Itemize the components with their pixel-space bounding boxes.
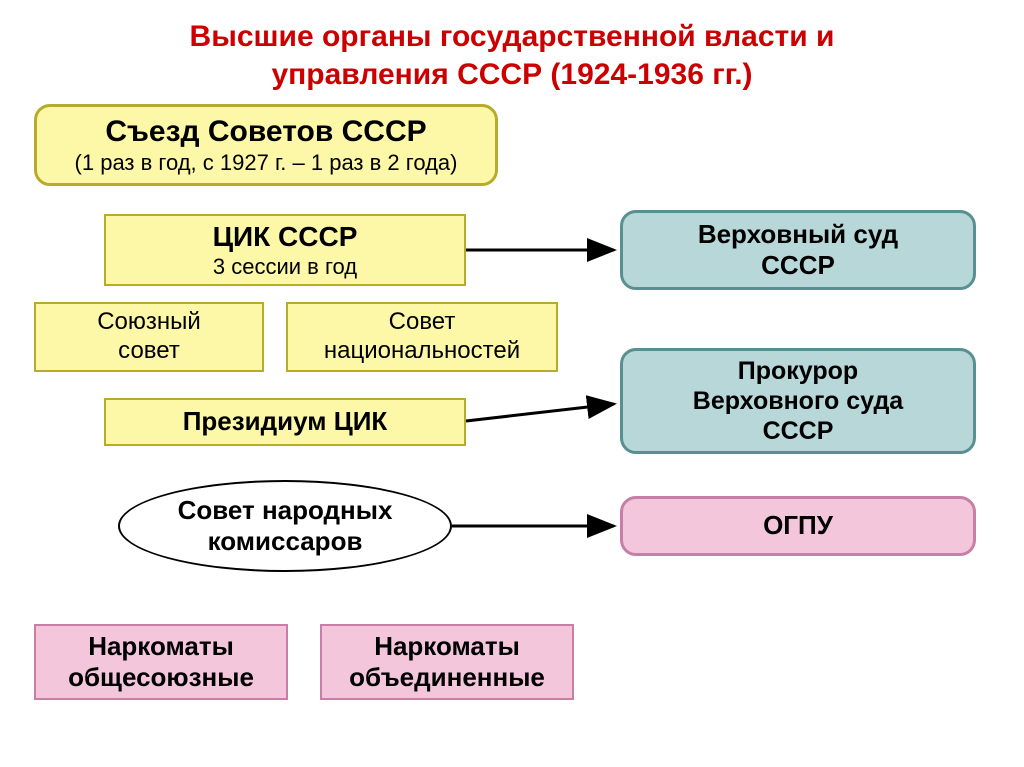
node-congress: Съезд Советов СССР (1 раз в год, с 1927 …	[34, 104, 498, 186]
cik-sub: 3 сессии в год	[213, 254, 357, 280]
title-line2: управления СССР (1924-1936 гг.)	[271, 58, 752, 91]
node-presidium: Президиум ЦИК	[104, 398, 466, 446]
sovnarkom-l2: комиссаров	[208, 526, 363, 557]
prosecutor-l1: Прокурор	[738, 356, 858, 386]
node-narkomat-joint: Наркоматы объединенные	[320, 624, 574, 700]
congress-sub: (1 раз в год, с 1927 г. – 1 раз в 2 года…	[75, 150, 458, 176]
node-ogpu: ОГПУ	[620, 496, 976, 556]
narkomat-union-l2: общесоюзные	[68, 662, 254, 693]
node-union-council: Союзный совет	[34, 302, 264, 372]
node-sovnarkom: Совет народных комиссаров	[118, 480, 452, 572]
narkomat-union-l1: Наркоматы	[88, 631, 234, 662]
sovnarkom-l1: Совет народных	[178, 495, 393, 526]
union-council-l2: совет	[118, 337, 180, 366]
ogpu-title: ОГПУ	[763, 510, 833, 541]
node-cik: ЦИК СССР 3 сессии в год	[104, 214, 466, 286]
node-prosecutor: Прокурор Верховного суда СССР	[620, 348, 976, 454]
nat-council-l2: национальностей	[324, 337, 520, 366]
nat-council-l1: Совет	[389, 308, 456, 337]
presidium-title: Президиум ЦИК	[183, 406, 388, 437]
node-narkomat-union: Наркоматы общесоюзные	[34, 624, 288, 700]
node-supreme-court: Верховный суд СССР	[620, 210, 976, 290]
prosecutor-l3: СССР	[763, 416, 834, 446]
union-council-l1: Союзный	[97, 308, 201, 337]
supreme-court-l2: СССР	[761, 250, 835, 281]
prosecutor-l2: Верховного суда	[693, 386, 903, 416]
diagram-title: Высшие органы государственной власти и у…	[128, 18, 896, 93]
narkomat-joint-l2: объединенные	[349, 662, 545, 693]
congress-title: Съезд Советов СССР	[105, 114, 426, 150]
supreme-court-l1: Верховный суд	[698, 219, 898, 250]
node-nationalities-council: Совет национальностей	[286, 302, 558, 372]
title-line1: Высшие органы государственной власти и	[190, 20, 835, 53]
narkomat-joint-l1: Наркоматы	[374, 631, 520, 662]
cik-title: ЦИК СССР	[213, 220, 358, 254]
